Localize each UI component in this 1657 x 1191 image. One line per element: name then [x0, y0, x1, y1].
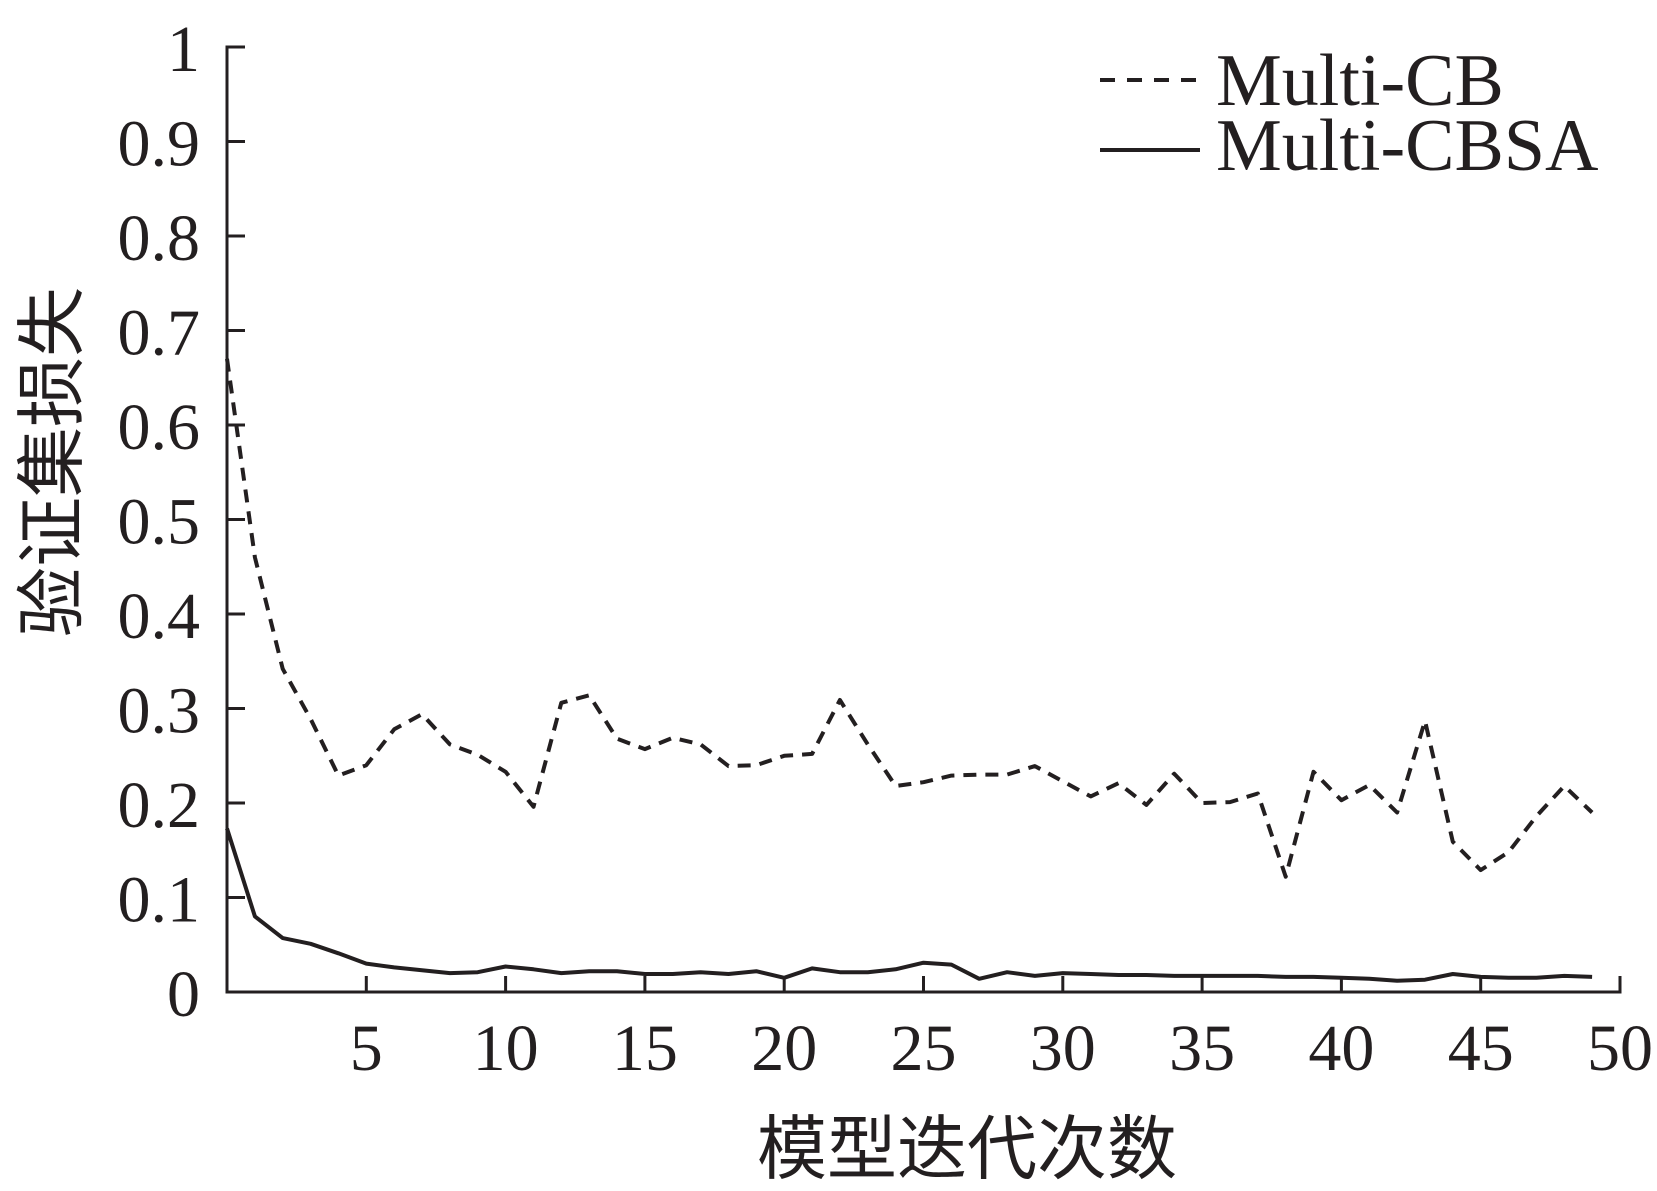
x-tick-label: 35 — [1169, 1012, 1235, 1085]
series-group — [225, 358, 1594, 983]
x-axis-title: 模型迭代次数 — [757, 1108, 1177, 1190]
legend-label-multi-cb: Multi-CB — [1216, 40, 1504, 122]
y-tick-label: 0.1 — [118, 864, 201, 937]
y-tick-label: 0.6 — [118, 391, 201, 464]
y-tick-label: 1 — [167, 13, 200, 86]
y-tick-label: 0.2 — [118, 769, 201, 842]
y-tick-label: 0.4 — [118, 580, 201, 653]
legend-item-multi-cb: Multi-CB — [1100, 40, 1504, 122]
y-tick-label: 0 — [167, 958, 200, 1031]
x-tick-label: 15 — [612, 1012, 678, 1085]
y-tick-label: 0.5 — [118, 486, 201, 559]
y-axis-title: 验证集损失 — [11, 287, 93, 637]
y-tick-label: 0.9 — [118, 108, 201, 181]
x-tick-label: 25 — [891, 1012, 957, 1085]
y-tick-label: 0.8 — [118, 202, 201, 275]
legend: Multi-CB Multi-CBSA — [1100, 40, 1598, 187]
x-tick-label: 40 — [1308, 1012, 1374, 1085]
y-tick-label: 0.3 — [118, 675, 201, 748]
series-line-multi-cbsa — [225, 827, 1593, 983]
x-tick-label: 30 — [1030, 1012, 1096, 1085]
axis-ticks: 00.10.20.30.40.50.60.70.80.915 10 15 20 25 30… — [118, 13, 1654, 1085]
x-tick-label: 50 — [1587, 1012, 1653, 1085]
series-line-multi-cb — [225, 358, 1594, 879]
x-tick-label: 45 — [1448, 1012, 1514, 1085]
x-tick-label: 5 — [350, 1012, 383, 1085]
x-tick-label: 10 — [473, 1012, 539, 1085]
legend-label-multi-cbsa: Multi-CBSA — [1216, 105, 1598, 187]
legend-item-multi-cbsa: Multi-CBSA — [1100, 105, 1598, 187]
y-tick-label: 0.7 — [118, 297, 201, 370]
x-tick-label: 20 — [751, 1012, 817, 1085]
